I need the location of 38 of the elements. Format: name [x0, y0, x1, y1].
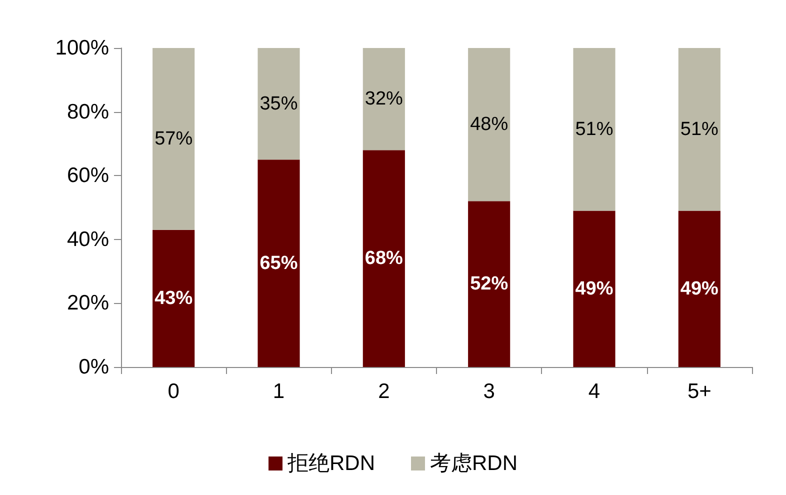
- data-label: 57%: [154, 128, 193, 150]
- data-label: 49%: [680, 278, 719, 300]
- x-tick-label: 2: [378, 380, 390, 403]
- data-label: 49%: [575, 278, 614, 300]
- x-tick-label: 4: [588, 380, 600, 403]
- legend-label: 考虑RDN: [430, 452, 518, 475]
- bar: [258, 160, 300, 367]
- data-label: 43%: [154, 288, 193, 309]
- bar: [573, 210, 616, 367]
- bar: [258, 48, 300, 160]
- legend-label: 拒绝RDN: [286, 452, 376, 475]
- x-tick-label: 1: [272, 380, 285, 403]
- data-label: 51%: [680, 118, 719, 140]
- bar: [678, 210, 720, 367]
- bar: [468, 48, 510, 202]
- bar: [152, 48, 195, 230]
- bar: [152, 230, 195, 367]
- x-tick-label: 5+: [687, 380, 712, 403]
- data-label: 52%: [470, 274, 508, 295]
- bar: [573, 48, 616, 211]
- data-label: 32%: [364, 88, 404, 110]
- y-tick-label: 60%: [66, 164, 109, 188]
- y-tick-label: 20%: [66, 292, 109, 315]
- x-tick-label: 3: [483, 380, 495, 403]
- y-tick-label: 80%: [66, 100, 109, 124]
- x-tick-label: 0: [168, 380, 180, 403]
- data-label: 51%: [575, 118, 614, 140]
- y-tick-label: 0%: [78, 356, 109, 378]
- data-label: 65%: [260, 252, 298, 274]
- data-label: 68%: [364, 248, 404, 270]
- data-label: 48%: [470, 114, 508, 136]
- bar: [362, 150, 405, 367]
- bar: [362, 48, 405, 150]
- bar: [678, 48, 720, 211]
- y-tick-label: 40%: [66, 228, 109, 251]
- bar: [468, 201, 510, 367]
- data-label: 35%: [260, 93, 298, 114]
- y-tick-label: 100%: [55, 36, 109, 60]
